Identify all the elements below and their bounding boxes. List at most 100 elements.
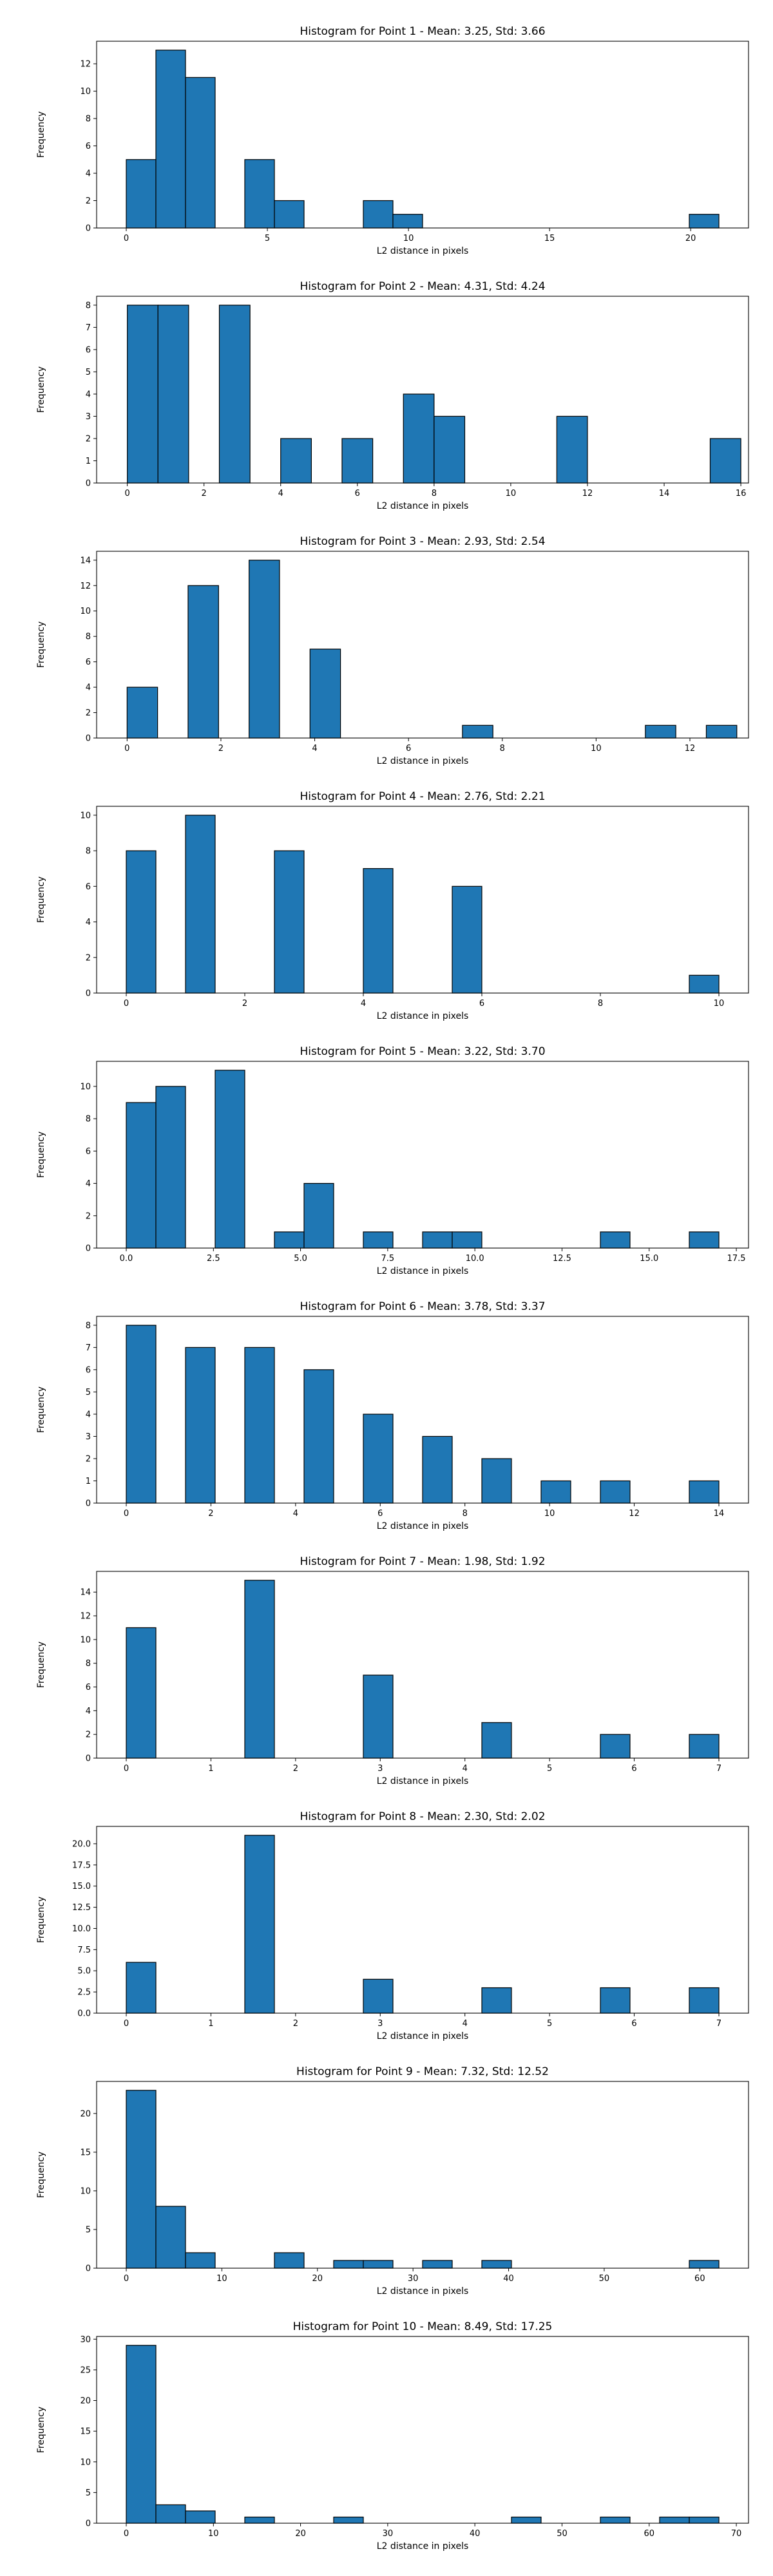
histogram-bar [481, 1458, 512, 1504]
x-tick-label: 2 [202, 489, 207, 498]
x-tick-label: 1 [208, 1764, 213, 1774]
y-tick-label: 7 [86, 1343, 91, 1353]
y-tick-label: 10 [80, 2458, 91, 2467]
histogram-bar [303, 1182, 334, 1249]
x-tick-label: 6 [631, 1764, 636, 1774]
x-tick-label: 5 [547, 1764, 552, 1774]
x-tick-label: 6 [631, 2019, 636, 2029]
y-tick-label: 12.5 [72, 1903, 91, 1913]
y-tick-label: 6 [86, 1147, 91, 1157]
histogram-panel-4: Histogram for Point 4 - Mean: 2.76, Std:… [36, 790, 749, 1021]
histogram-bar [155, 2206, 186, 2269]
histogram-bar [127, 305, 158, 484]
histogram-bar [600, 1734, 631, 1759]
x-tick-label: 8 [598, 999, 603, 1009]
x-tick-label: 10.0 [466, 1254, 484, 1264]
histogram-bar [185, 2510, 216, 2524]
x-tick-label: 0 [124, 234, 129, 243]
y-tick-label: 0 [86, 1754, 91, 1764]
y-tick-label: 3 [86, 1432, 91, 1442]
y-tick-label: 6 [86, 1365, 91, 1375]
histogram-bar [155, 2504, 186, 2524]
plot-frame [96, 1826, 749, 2014]
x-tick-label: 8 [432, 489, 437, 498]
x-tick-label: 5 [265, 234, 270, 243]
y-tick-label: 15 [80, 2427, 91, 2437]
histogram-bar [511, 2516, 542, 2524]
y-axis-label: Frequency [36, 621, 46, 668]
histogram-bar [689, 1734, 720, 1759]
x-tick-label: 14 [714, 1509, 725, 1519]
y-tick-label: 4 [86, 169, 91, 179]
y-tick-label: 0 [86, 1244, 91, 1254]
x-tick-label: 5 [547, 2019, 552, 2029]
y-tick-label: 0 [86, 479, 91, 489]
histogram-bar [645, 724, 676, 739]
histogram-bar [215, 1070, 245, 1249]
x-tick-label: 6 [377, 1509, 383, 1519]
histogram-bar [363, 1231, 394, 1249]
histogram-bar [249, 560, 280, 739]
histogram-panel-5: Histogram for Point 5 - Mean: 3.22, Std:… [36, 1045, 749, 1276]
histogram-bar [157, 305, 189, 484]
y-tick-label: 14 [80, 1588, 91, 1598]
y-tick-label: 10 [80, 1635, 91, 1645]
histogram-bar [363, 1414, 394, 1504]
histogram-bar [422, 1435, 453, 1504]
x-tick-label: 0 [124, 1509, 129, 1519]
histogram-bar [659, 2516, 690, 2524]
histogram-bar [185, 2252, 216, 2269]
y-tick-label: 15 [80, 2148, 91, 2157]
histogram-bar [363, 200, 394, 229]
histogram-bar [452, 1231, 482, 1249]
y-tick-label: 2.5 [77, 1988, 91, 1998]
histogram-bar [185, 1347, 216, 1504]
x-tick-label: 10 [403, 234, 414, 243]
y-axis-label: Frequency [36, 2407, 46, 2453]
histogram-bar [187, 585, 219, 739]
x-axis-label: L2 distance in pixels [377, 2031, 469, 2041]
histogram-bar [689, 2516, 720, 2524]
histogram-bar [434, 415, 466, 484]
histogram-bar [274, 2252, 305, 2269]
histogram-bar [185, 77, 216, 229]
histogram-bar [126, 1325, 157, 1504]
x-tick-label: 7 [716, 1764, 721, 1774]
x-tick-label: 4 [293, 1509, 298, 1519]
x-tick-label: 2 [293, 1764, 298, 1774]
histogram-bar [481, 1722, 512, 1759]
x-tick-label: 3 [377, 2019, 383, 2029]
histogram-bar [422, 1231, 453, 1249]
x-tick-label: 4 [312, 744, 317, 753]
y-tick-label: 30 [80, 2335, 91, 2345]
y-tick-label: 8 [86, 1659, 91, 1669]
x-tick-label: 6 [355, 489, 360, 498]
histogram-bar [303, 1369, 334, 1504]
x-tick-label: 1 [208, 2019, 213, 2029]
y-tick-label: 1 [86, 1477, 91, 1486]
y-axis-label: Frequency [36, 1132, 46, 1178]
chart-title: Histogram for Point 4 - Mean: 2.76, Std:… [300, 790, 545, 803]
y-tick-label: 8 [86, 301, 91, 310]
x-tick-label: 16 [736, 489, 747, 498]
histogram-bar [689, 974, 720, 994]
chart-title: Histogram for Point 5 - Mean: 3.22, Std:… [300, 1045, 545, 1058]
histogram-bar [274, 200, 305, 229]
x-axis-label: L2 distance in pixels [377, 501, 469, 511]
histogram-bar [126, 1102, 157, 1249]
x-tick-label: 8 [500, 744, 505, 753]
x-axis-label: L2 distance in pixels [377, 2541, 469, 2552]
histogram-bar [392, 214, 423, 229]
y-tick-label: 8 [86, 632, 91, 642]
y-axis-label: Frequency [36, 1387, 46, 1433]
y-tick-label: 4 [86, 390, 91, 399]
y-tick-label: 0 [86, 2519, 91, 2529]
x-axis-label: L2 distance in pixels [377, 1776, 469, 1786]
histogram-bar [244, 1835, 275, 2014]
y-tick-label: 2 [86, 708, 91, 718]
histogram-bar [556, 415, 588, 484]
x-tick-label: 10 [544, 1509, 555, 1519]
chart-title: Histogram for Point 8 - Mean: 2.30, Std:… [300, 1810, 545, 1823]
x-tick-label: 12 [685, 744, 696, 753]
histogram-panel-8: Histogram for Point 8 - Mean: 2.30, Std:… [36, 1810, 749, 2041]
